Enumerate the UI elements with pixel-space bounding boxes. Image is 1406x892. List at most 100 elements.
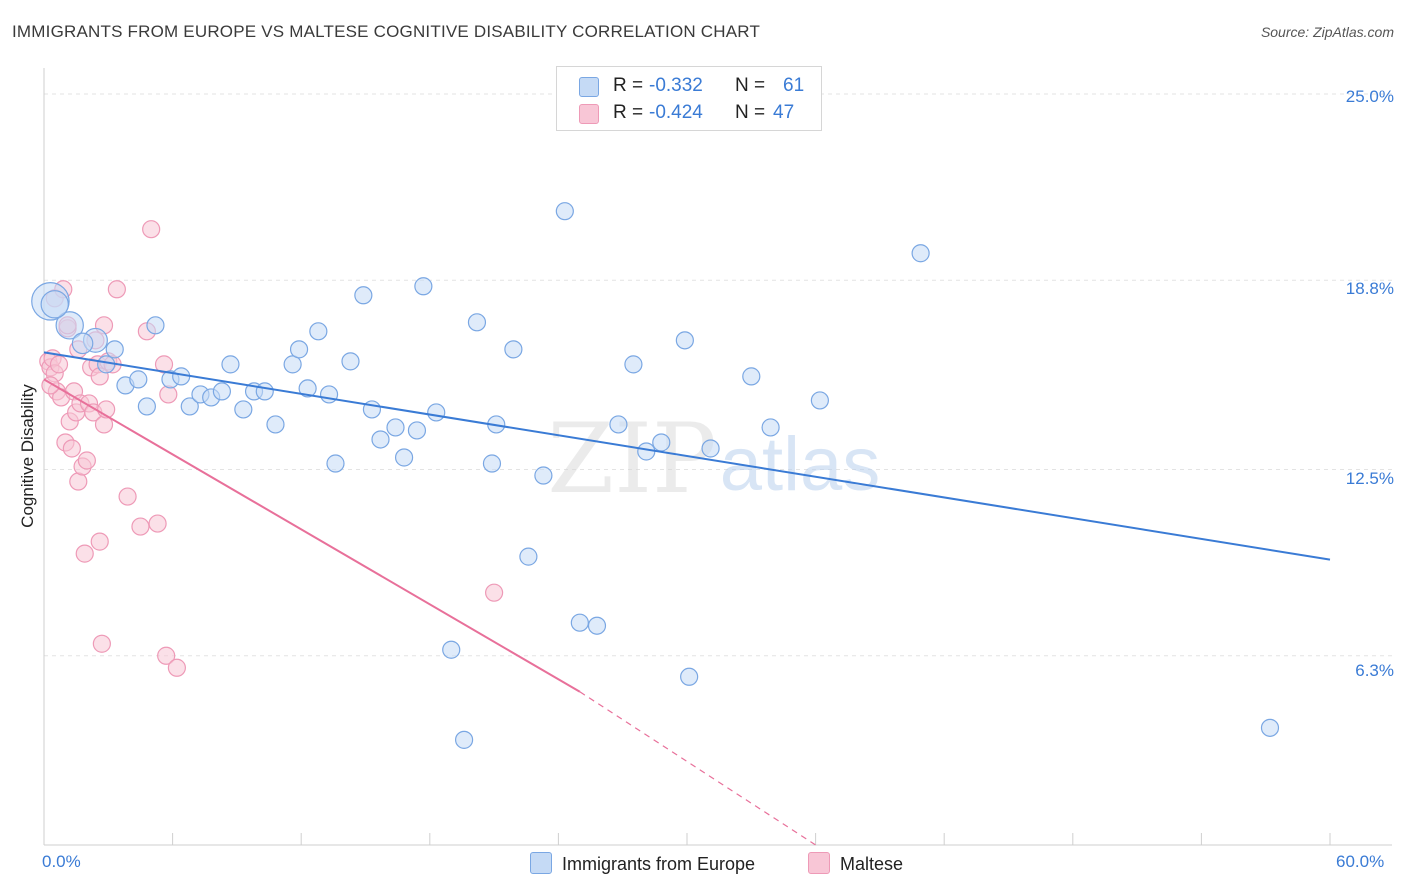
maltese-point [159, 385, 178, 404]
maltese-point [107, 280, 126, 299]
europe-point [354, 286, 373, 305]
maltese-trend-extension [579, 691, 816, 846]
maltese-point [154, 355, 174, 374]
europe-point [266, 415, 285, 434]
legend-n-label: N = [735, 102, 766, 123]
y-tick-label: 12.5% [1345, 469, 1394, 488]
bottom-legend-label-europe: Immigrants from Europe [562, 854, 756, 874]
bottom-legend-swatch-maltese [808, 852, 830, 874]
europe-point [371, 430, 390, 449]
europe-point [319, 385, 339, 404]
grid-lines [44, 93, 1392, 657]
europe-point [129, 370, 148, 389]
bottom-legend-label-maltese: Maltese [840, 854, 904, 874]
watermark-atlas: atlas [720, 422, 881, 507]
europe-point [40, 290, 69, 319]
chart-title: IMMIGRANTS FROM EUROPE VS MALTESE COGNIT… [12, 22, 761, 41]
europe-point [587, 616, 607, 635]
legend-n-value-europe: 61 [783, 75, 805, 96]
source-label: Source: ZipAtlas.com [1260, 24, 1394, 40]
europe-trend-line [43, 351, 1331, 561]
europe-point [467, 313, 487, 332]
maltese-point [75, 544, 94, 563]
maltese-point [49, 355, 69, 374]
legend-n-label: N = [735, 75, 766, 96]
watermark-zip: ZIP [547, 403, 716, 515]
europe-point [680, 667, 699, 686]
maltese-point [167, 658, 186, 677]
europe-point [255, 382, 274, 401]
legend-r-label: R = [613, 102, 644, 123]
europe-point [341, 352, 360, 371]
maltese-point [118, 487, 137, 506]
europe-point [442, 640, 461, 659]
x-tick-label-max: 60.0% [1336, 852, 1385, 871]
maltese-point [69, 472, 88, 491]
europe-point [1260, 718, 1280, 737]
europe-point [570, 613, 589, 632]
europe-point [137, 397, 156, 416]
europe-point [637, 442, 656, 461]
maltese-point [131, 517, 150, 536]
europe-point [504, 340, 523, 359]
maltese-point [142, 220, 161, 239]
y-tick-label: 25.0% [1345, 87, 1394, 106]
europe-point [180, 397, 199, 416]
europe-point [742, 367, 761, 386]
legend-r-value-europe: -0.332 [649, 75, 703, 96]
europe-point [283, 355, 302, 374]
maltese-points [39, 220, 504, 677]
europe-point [624, 355, 643, 374]
europe-point [810, 391, 829, 410]
europe-point [146, 316, 165, 335]
maltese-point [485, 583, 504, 602]
europe-point [519, 547, 538, 566]
stats-legend: R = -0.332 N = 61 R = -0.424 N = 47 [556, 66, 822, 131]
europe-point [534, 466, 553, 485]
maltese-point [77, 451, 96, 470]
y-tick-label: 6.3% [1355, 661, 1394, 680]
europe-point [482, 454, 502, 473]
legend-r-value-maltese: -0.424 [649, 102, 703, 123]
trend-lines [43, 351, 1331, 846]
legend-swatch-europe [579, 77, 599, 97]
x-tick-label-min: 0.0% [42, 852, 81, 871]
maltese-point [148, 514, 167, 533]
europe-point [652, 433, 671, 452]
y-tick-label: 18.8% [1345, 279, 1394, 298]
maltese-point [92, 634, 111, 653]
europe-point [309, 322, 328, 341]
maltese-point [62, 439, 81, 458]
europe-point [414, 277, 433, 296]
europe-point [394, 448, 414, 467]
bottom-legend-maltese: Maltese [808, 852, 903, 875]
axes [43, 68, 1392, 846]
europe-point [454, 730, 474, 749]
europe-point [97, 355, 116, 374]
europe-point [289, 340, 309, 359]
europe-point [212, 382, 231, 401]
bottom-legend-swatch-europe [530, 852, 552, 874]
maltese-point [90, 532, 109, 551]
europe-point [298, 379, 317, 398]
maltese-point [157, 646, 176, 665]
europe-point [71, 332, 94, 355]
europe-point [761, 418, 780, 437]
legend-n-value-maltese: 47 [773, 102, 795, 123]
europe-point [555, 202, 574, 221]
europe-point [386, 418, 405, 437]
europe-point [675, 331, 694, 350]
bottom-legend-europe: Immigrants from Europe [530, 852, 755, 875]
y-axis-title: Cognitive Disability [18, 384, 37, 528]
europe-point [105, 340, 124, 359]
europe-point [326, 454, 345, 473]
europe-point [221, 355, 240, 374]
europe-point [427, 403, 446, 422]
europe-point [911, 244, 930, 263]
europe-point [234, 400, 253, 419]
legend-swatch-maltese [579, 104, 599, 124]
legend-r-label: R = [613, 75, 644, 96]
europe-point [701, 439, 720, 458]
europe-point [609, 415, 628, 434]
